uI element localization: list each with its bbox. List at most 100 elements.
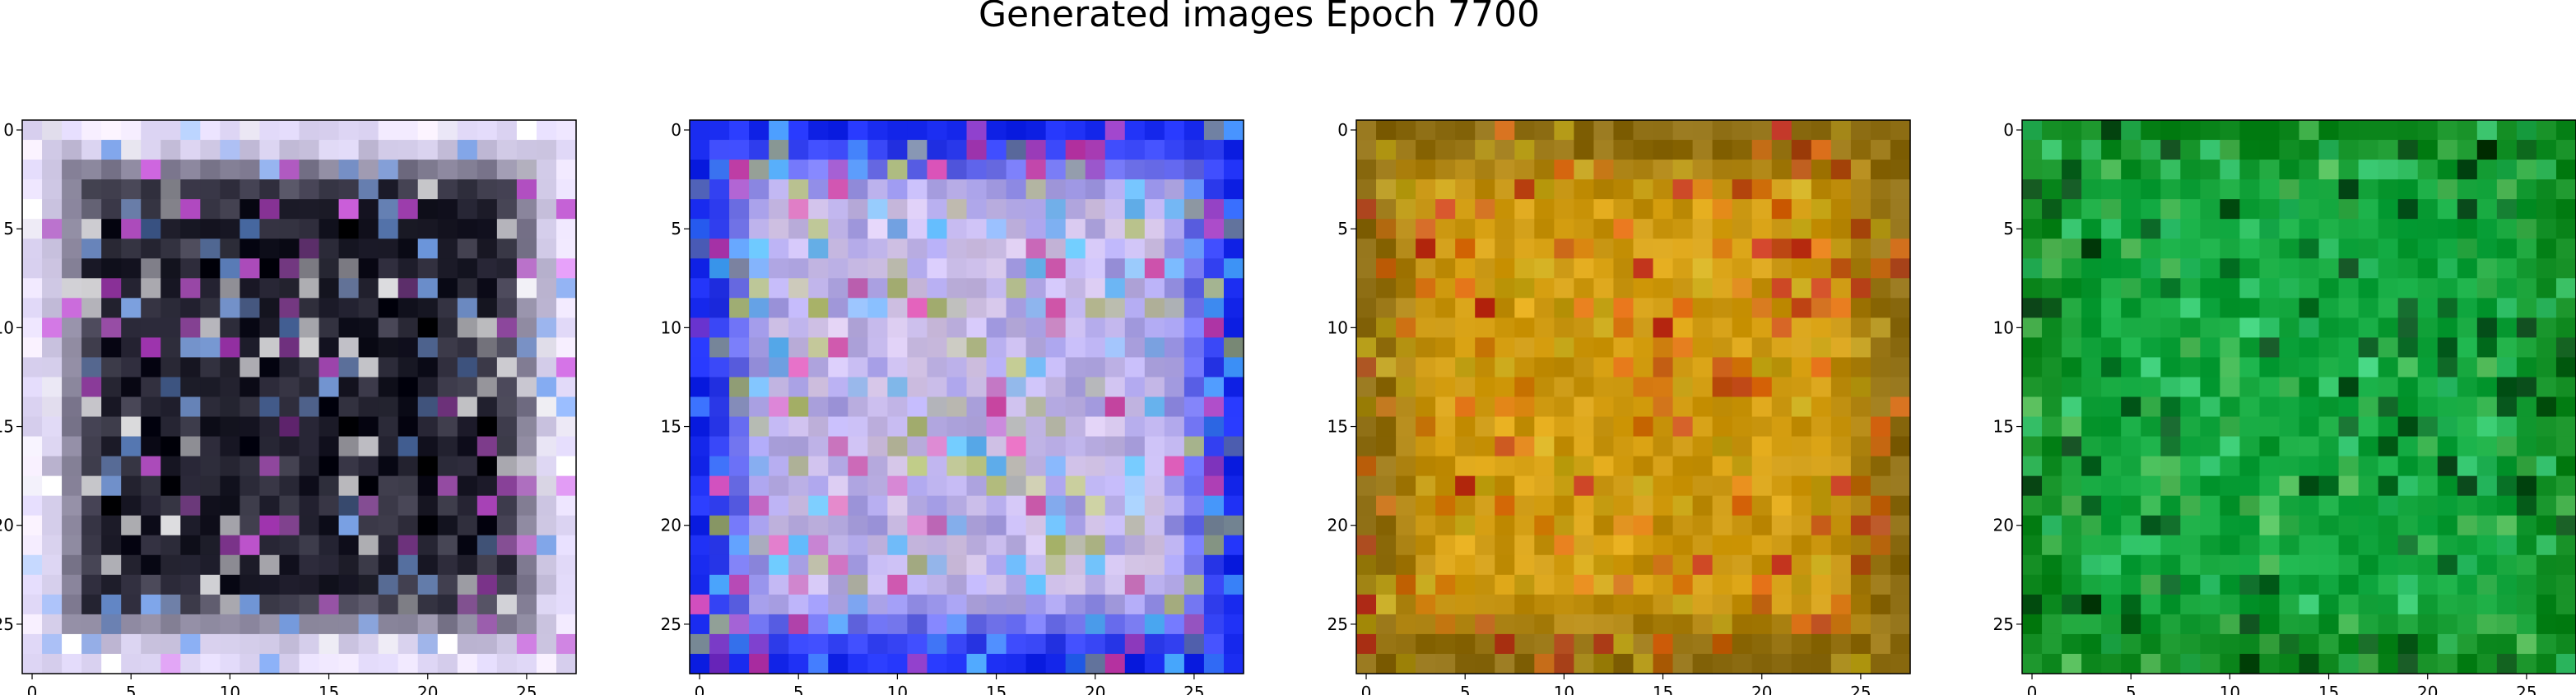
pixel xyxy=(319,495,340,517)
pixel xyxy=(1356,219,1377,239)
pixel xyxy=(477,317,498,338)
pixel xyxy=(2536,594,2557,615)
pixel xyxy=(1534,239,1555,259)
pixel xyxy=(729,317,750,338)
pixel xyxy=(398,199,419,220)
pixel xyxy=(1475,416,1495,438)
pixel xyxy=(2180,317,2201,338)
pixel xyxy=(2121,160,2141,180)
pixel xyxy=(1672,258,1694,279)
pixel xyxy=(101,436,122,457)
pixel xyxy=(808,160,829,180)
pixel xyxy=(378,475,399,497)
pixel xyxy=(160,495,181,517)
pixel xyxy=(1830,475,1852,497)
pixel xyxy=(1653,456,1674,477)
pixel xyxy=(1712,594,1733,615)
pixel xyxy=(887,554,908,576)
pixel xyxy=(1653,515,1674,536)
pixel xyxy=(2121,515,2141,536)
pixel xyxy=(887,317,908,338)
pixel xyxy=(81,219,102,239)
pixel xyxy=(200,317,221,338)
pixel xyxy=(220,357,240,378)
pixel xyxy=(828,337,849,359)
pixel xyxy=(437,357,458,378)
pixel xyxy=(1514,298,1535,318)
pixel xyxy=(299,396,320,418)
pixel xyxy=(1672,357,1694,378)
pixel xyxy=(2457,278,2478,299)
pixel xyxy=(180,357,201,378)
pixel xyxy=(1712,258,1733,279)
pixel xyxy=(2022,337,2043,359)
pixel xyxy=(907,377,928,398)
pixel xyxy=(417,535,439,556)
pixel xyxy=(1672,475,1694,497)
pixel xyxy=(299,278,320,299)
pixel xyxy=(729,396,750,418)
pixel xyxy=(808,436,829,457)
pixel xyxy=(2239,298,2261,318)
pixel xyxy=(180,317,201,338)
pixel xyxy=(2239,594,2261,615)
pixel xyxy=(828,456,849,477)
pixel xyxy=(1692,535,1713,556)
pixel xyxy=(848,160,868,180)
pixel xyxy=(299,337,320,359)
pixel xyxy=(1593,456,1615,477)
pixel xyxy=(1065,120,1086,141)
pixel xyxy=(378,120,399,141)
pixel xyxy=(338,298,360,318)
pixel xyxy=(2417,475,2439,497)
pixel xyxy=(2457,515,2478,536)
pixel xyxy=(848,258,868,279)
pixel xyxy=(1593,633,1615,655)
pixel xyxy=(516,456,537,477)
pixel xyxy=(2358,140,2379,160)
pixel xyxy=(867,515,888,536)
pixel xyxy=(1356,298,1377,318)
pixel xyxy=(2457,456,2478,477)
pixel xyxy=(1514,258,1535,279)
pixel xyxy=(141,258,161,279)
pixel xyxy=(966,436,988,457)
pixel xyxy=(2457,535,2478,556)
pixel xyxy=(986,495,1007,517)
pixel xyxy=(1164,456,1185,477)
pixel xyxy=(2476,258,2498,279)
pixel xyxy=(1791,298,1812,318)
pixel xyxy=(1613,120,1634,141)
pixel xyxy=(2160,239,2181,259)
pixel xyxy=(417,160,439,180)
pixel xyxy=(398,495,419,517)
pixel xyxy=(1045,535,1067,556)
pixel xyxy=(769,475,789,497)
pixel xyxy=(788,633,809,655)
pixel xyxy=(1045,554,1067,576)
pixel xyxy=(2121,120,2141,141)
pixel xyxy=(1771,160,1793,180)
pixel xyxy=(927,239,948,259)
pixel xyxy=(2496,594,2518,615)
pixel xyxy=(22,179,43,200)
pixel xyxy=(62,515,82,536)
pixel xyxy=(966,495,988,517)
pixel xyxy=(2318,436,2340,457)
pixel xyxy=(2318,416,2340,438)
pixel xyxy=(2397,594,2419,615)
pixel xyxy=(1356,140,1377,160)
pixel xyxy=(1633,160,1654,180)
pixel xyxy=(259,179,281,200)
pixel xyxy=(2378,120,2399,141)
pixel xyxy=(2496,219,2518,239)
pixel xyxy=(1771,258,1793,279)
pixel xyxy=(1356,535,1377,556)
pixel xyxy=(1495,594,1515,615)
pixel xyxy=(966,357,988,378)
pixel xyxy=(259,120,281,141)
pixel xyxy=(2062,120,2082,141)
pixel xyxy=(2259,554,2281,576)
pixel xyxy=(1495,179,1515,200)
pixel xyxy=(828,436,849,457)
